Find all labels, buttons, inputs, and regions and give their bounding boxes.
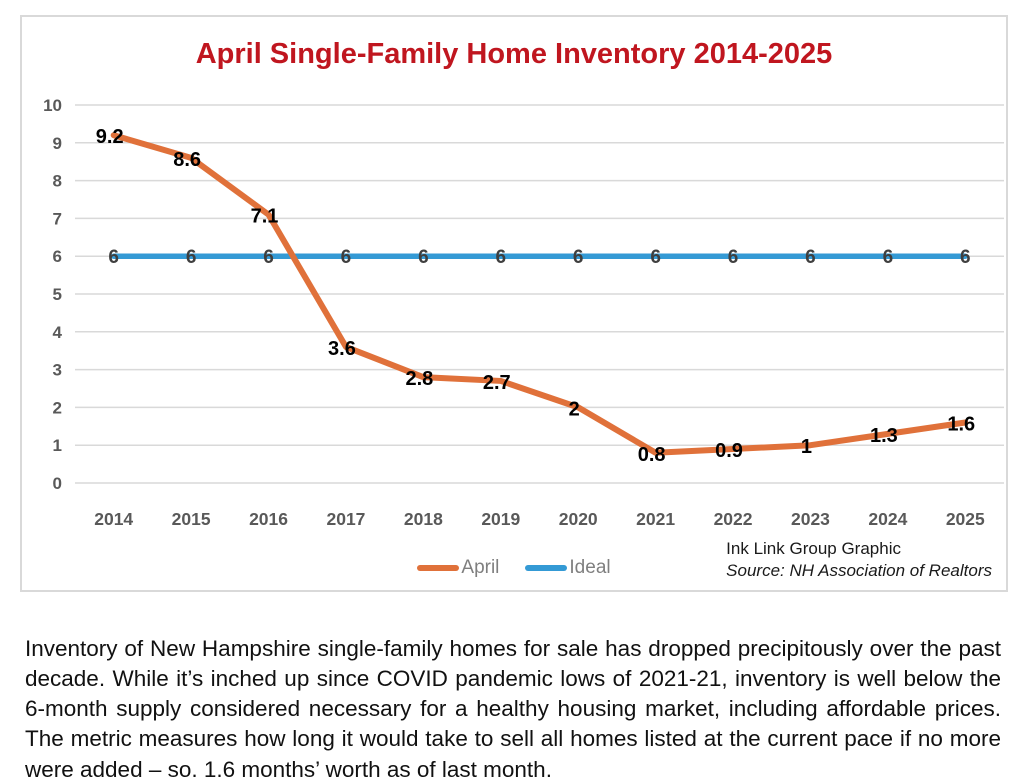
- x-axis-tick-label: 2018: [404, 509, 443, 529]
- legend-item-april: April: [417, 557, 499, 579]
- ideal-data-label: 6: [263, 247, 274, 268]
- y-axis-tick-label: 5: [53, 285, 62, 304]
- chart-panel: 0 1 2 3 4 5 6 7 8 9 10 2014 2015 2016 2017 2018 2019 2020…: [20, 15, 1008, 592]
- ideal-data-label: 6: [186, 247, 197, 268]
- april-data-label: 2.7: [483, 372, 511, 394]
- ideal-data-label: 6: [418, 247, 429, 268]
- april-data-label: 2: [569, 398, 580, 420]
- y-axis-tick-label: 1: [53, 436, 62, 455]
- ideal-data-label: 6: [883, 247, 894, 268]
- ideal-data-label: 6: [728, 247, 739, 268]
- line-chart: 0 1 2 3 4 5 6 7 8 9 10 2014 2015 2016 2017 2018 2019 2020…: [43, 96, 1004, 529]
- x-axis-tick-label: 2016: [249, 509, 288, 529]
- legend-label-april: April: [461, 557, 500, 578]
- x-axis-tick-label: 2017: [326, 509, 365, 529]
- x-axis-tick-label: 2015: [172, 509, 211, 529]
- y-axis-tick-label: 6: [53, 247, 62, 266]
- y-axis-tick-label: 3: [53, 361, 62, 380]
- x-axis-tick-label: 2021: [636, 509, 675, 529]
- ideal-line-swatch-icon: [525, 565, 568, 571]
- x-axis-tick-label: 2022: [714, 509, 753, 529]
- chart-title: April Single-Family Home Inventory 2014-…: [195, 38, 833, 70]
- x-axis-tick-label: 2020: [559, 509, 598, 529]
- april-data-label: 1: [801, 436, 812, 458]
- april-data-label: 1.6: [947, 414, 975, 436]
- attribution-source: Source: NH Association of Realtors: [726, 560, 992, 580]
- ideal-data-label: 6: [573, 247, 584, 268]
- x-axis-tick-label: 2014: [94, 509, 133, 529]
- april-data-label: 8.6: [173, 149, 201, 171]
- x-axis-tick-label: 2023: [791, 509, 830, 529]
- april-data-label: 3.6: [328, 338, 356, 360]
- x-axis-tick-label: 2024: [868, 509, 907, 529]
- y-axis-tick-label: 10: [43, 96, 62, 115]
- ideal-data-label: 6: [108, 247, 119, 268]
- ideal-data-label: 6: [960, 247, 971, 268]
- april-series-line: [110, 132, 969, 456]
- y-axis-tick-label: 8: [53, 172, 62, 191]
- ideal-data-label: 6: [805, 247, 816, 268]
- april-data-label: 7.1: [251, 206, 279, 228]
- ideal-data-label: 6: [496, 247, 507, 268]
- attribution-credit: Ink Link Group Graphic: [726, 538, 901, 558]
- chart-legend: April Ideal: [22, 557, 1006, 579]
- april-data-label: 0.9: [715, 440, 743, 462]
- y-axis-tick-label: 4: [53, 323, 63, 342]
- legend-item-ideal: Ideal: [525, 557, 611, 579]
- chart-caption-text: Inventory of New Hampshire single-family…: [25, 635, 1001, 777]
- legend-label-ideal: Ideal: [569, 557, 611, 578]
- y-axis-tick-label: 9: [53, 134, 62, 153]
- april-data-label: 9.2: [96, 126, 124, 148]
- april-data-label: 2.8: [405, 368, 433, 390]
- april-line-swatch-icon: [417, 565, 460, 571]
- ideal-data-label: 6: [650, 247, 661, 268]
- ideal-data-label: 6: [341, 247, 352, 268]
- y-axis-tick-label: 0: [53, 474, 62, 493]
- y-axis-tick-label: 7: [53, 209, 62, 228]
- x-axis-tick-label: 2019: [481, 509, 520, 529]
- april-data-label: 0.8: [638, 444, 666, 466]
- x-axis-tick-label: 2025: [946, 509, 985, 529]
- april-data-label: 1.3: [870, 425, 898, 447]
- y-axis-tick-label: 2: [53, 398, 62, 417]
- attribution-block: Ink Link Group Graphic Source: NH Associ…: [726, 538, 992, 582]
